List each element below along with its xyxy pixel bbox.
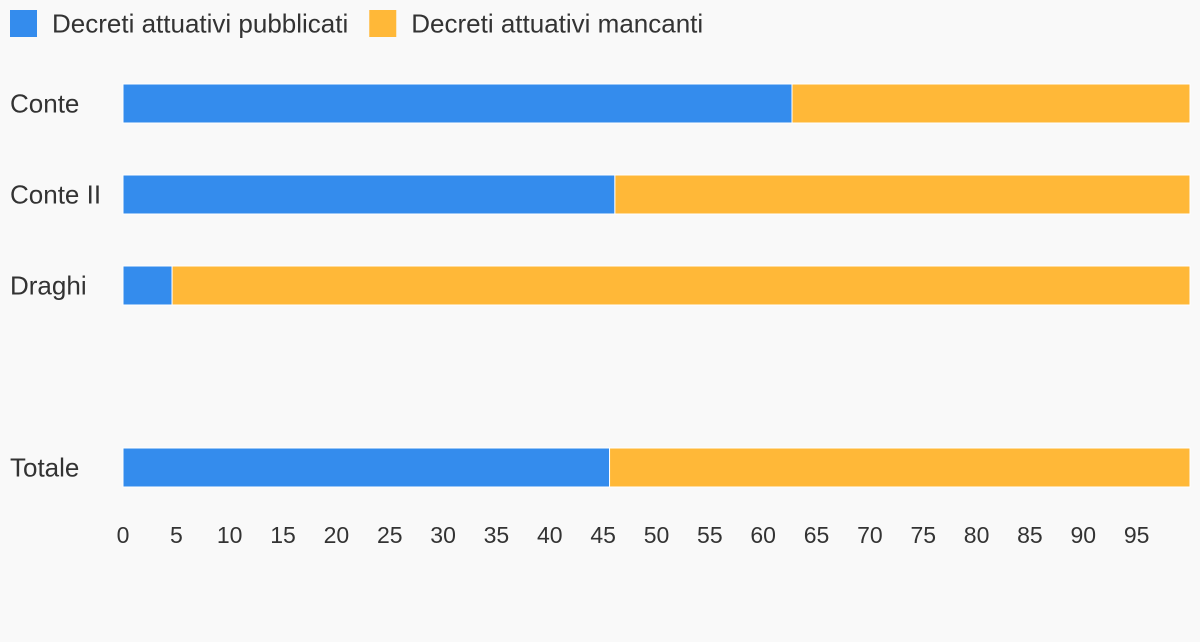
category-label-2: Conte II (10, 180, 101, 210)
legend-label-1: Decreti attuativi pubblicati (52, 9, 348, 39)
x-tick-label-8: 35 (484, 522, 510, 548)
chart-legend: Decreti attuativi pubblicati Decreti attu… (10, 9, 703, 39)
x-tick-label-3: 10 (217, 522, 243, 548)
x-tick-label-15: 70 (857, 522, 883, 548)
x-axis: 0 5 10 15 20 25 30 35 40 45 50 55 60 65 70 75 80 85 90 95 (117, 522, 1150, 548)
legend-label-2: Decreti attuativi mancanti (411, 9, 703, 39)
legend-swatch-1 (10, 10, 37, 37)
category-label-1: Conte (10, 89, 79, 119)
bar-3-series-1 (122, 265, 173, 306)
bar-2-series-1 (122, 174, 616, 215)
x-tick-label-4: 15 (270, 522, 296, 548)
x-tick-label-17: 80 (964, 522, 990, 548)
category-labels: Conte Conte II Draghi Totale (10, 89, 101, 483)
legend-swatch-2 (369, 10, 397, 37)
category-label-3: Draghi (10, 271, 87, 301)
bar-2-series-2 (614, 174, 1191, 215)
x-tick-label-13: 60 (750, 522, 776, 548)
x-tick-label-6: 25 (377, 522, 403, 548)
bar-5-series-2 (609, 447, 1191, 488)
category-label-5: Totale (10, 453, 79, 483)
bar-1-series-1 (122, 83, 793, 124)
x-tick-label-19: 90 (1071, 522, 1097, 548)
bars (122, 83, 1191, 488)
x-tick-label-18: 85 (1017, 522, 1043, 548)
x-tick-label-1: 0 (117, 522, 130, 548)
x-tick-label-5: 20 (324, 522, 350, 548)
x-tick-label-10: 45 (590, 522, 616, 548)
x-tick-label-12: 55 (697, 522, 723, 548)
x-tick-label-2: 5 (170, 522, 183, 548)
x-tick-label-20: 95 (1124, 522, 1150, 548)
x-tick-label-14: 65 (804, 522, 830, 548)
x-tick-label-11: 50 (644, 522, 670, 548)
x-tick-label-9: 40 (537, 522, 563, 548)
bar-3-series-2 (171, 265, 1191, 306)
bar-1-series-2 (791, 83, 1191, 124)
x-tick-label-7: 30 (430, 522, 456, 548)
bar-5-series-1 (122, 447, 611, 488)
x-tick-label-16: 75 (910, 522, 936, 548)
